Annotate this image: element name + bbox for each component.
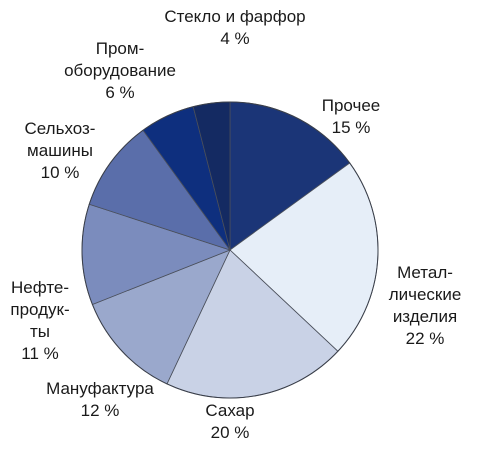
slice-label-line: Стекло и фарфор [164, 7, 306, 26]
slice-label-7: Стекло и фарфор 4 % [140, 6, 330, 50]
slice-label-line: Прочее [321, 96, 381, 115]
slice-label-6: Пром-оборудование 6 % [40, 38, 200, 104]
pie-outline [81, 101, 379, 399]
slice-label-5: Сельхоз-машины 10 % [0, 118, 120, 184]
slice-label-line: Сахар [205, 401, 255, 420]
slice-label-4: Нефте-продук-ты 11 % [0, 277, 80, 365]
slice-percent-label: 22 % [405, 329, 445, 348]
slice-label-line: лические [388, 285, 462, 304]
slice-percent-label: 6 % [105, 83, 135, 102]
slice-label-1: Метал-лические изделия 22 % [370, 262, 480, 350]
slice-label-line: оборудование [64, 61, 176, 80]
slice-label-3: Мануфактура 12 % [20, 378, 180, 422]
slice-label-line: Метал- [397, 263, 453, 282]
slice-label-line: продук- [10, 300, 70, 319]
slice-percent-label: 4 % [220, 29, 250, 48]
slice-label-line: Нефте- [10, 278, 70, 297]
slice-percent-label: 10 % [40, 163, 80, 182]
slice-label-line: изделия [392, 307, 458, 326]
slice-percent-label: 11 % [21, 344, 59, 363]
slice-label-0: Прочее 15 % [296, 95, 406, 139]
slice-label-line: ты [29, 322, 50, 341]
slice-percent-label: 20 % [210, 423, 250, 442]
slice-label-line: Мануфактура [46, 379, 154, 398]
slice-label-line: Сельхоз- [24, 119, 96, 138]
slice-label-2: Сахар 20 % [175, 400, 285, 444]
slice-label-line: Пром- [95, 39, 145, 58]
slice-label-line: машины [27, 141, 93, 160]
slice-percent-label: 15 % [331, 118, 371, 137]
slice-percent-label: 12 % [80, 401, 120, 420]
